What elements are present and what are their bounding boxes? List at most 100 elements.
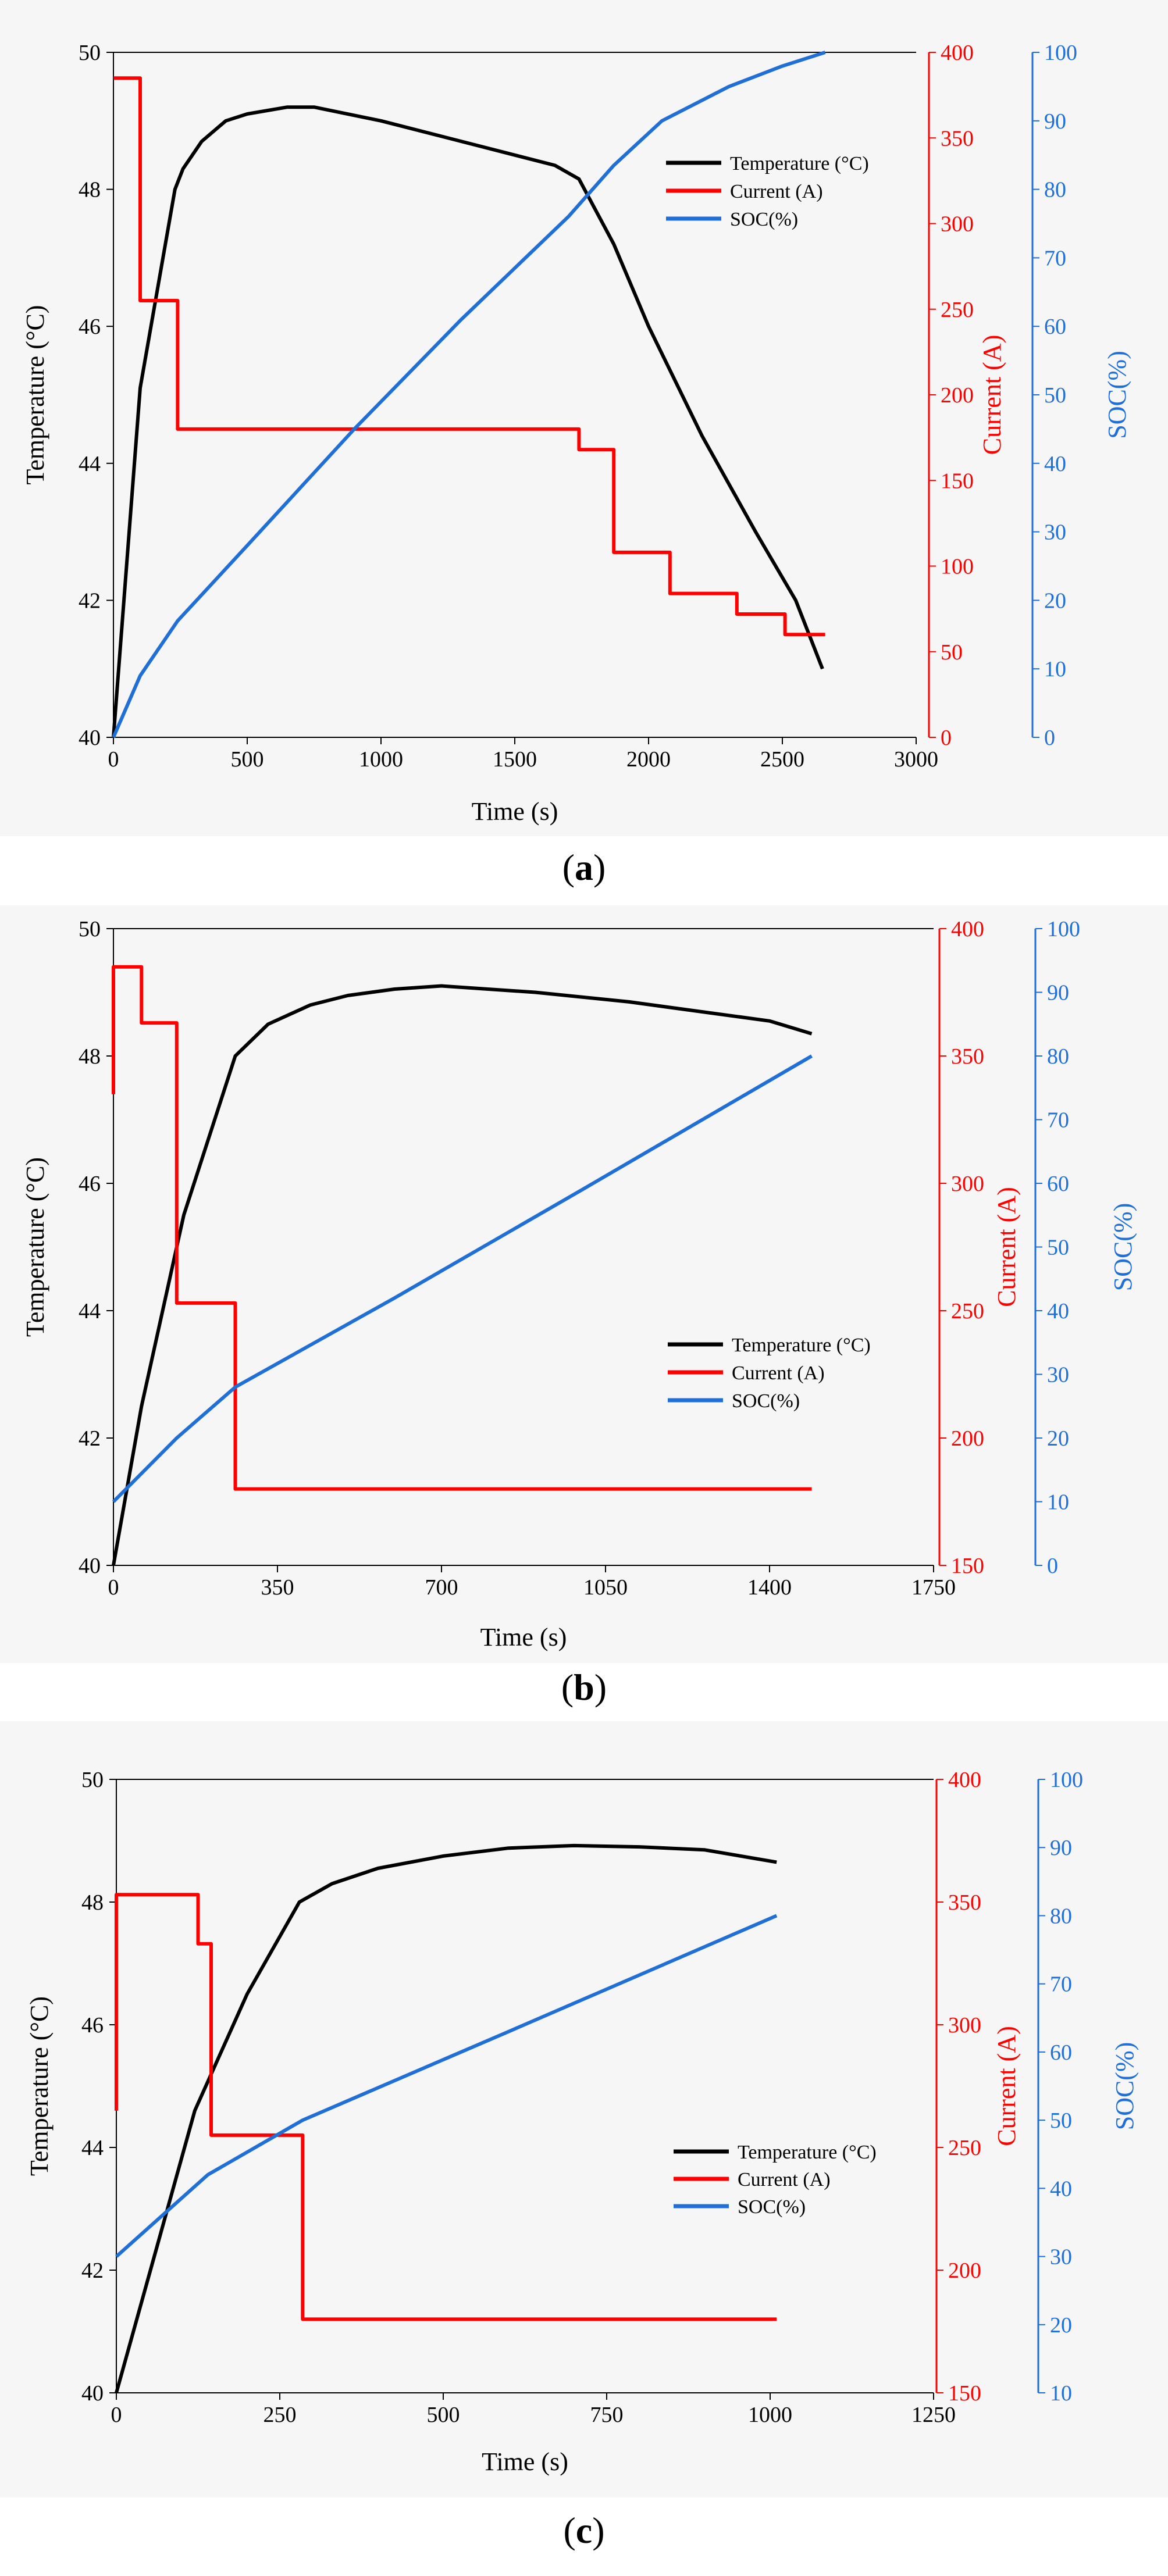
current-tick-label: 400 xyxy=(941,41,974,65)
x-tick-label: 500 xyxy=(231,747,264,772)
current-axis-label: Current (A) xyxy=(978,335,1006,455)
x-tick-label: 750 xyxy=(590,2403,624,2427)
soc-line xyxy=(112,51,826,738)
current-tick-label: 300 xyxy=(951,1172,984,1196)
x-tick-label: 0 xyxy=(108,747,119,772)
current-tick-label: 250 xyxy=(941,298,974,322)
caption-c-close: ) xyxy=(592,2510,605,2551)
soc-tick-label: 20 xyxy=(1050,2313,1072,2338)
legend-label: SOC(%) xyxy=(732,1390,800,1412)
soc-tick-label: 30 xyxy=(1050,2245,1072,2270)
soc-tick-label: 90 xyxy=(1047,981,1069,1005)
temperature-tick-label: 40 xyxy=(79,1554,101,1578)
legend-label: SOC(%) xyxy=(738,2196,806,2218)
x-axis-label: Time (s) xyxy=(480,1623,567,1651)
x-tick-label: 1250 xyxy=(911,2403,956,2427)
temperature-tick-label: 44 xyxy=(79,452,101,476)
caption-c-open: ( xyxy=(563,2510,576,2551)
legend-label: Temperature (°C) xyxy=(730,153,869,174)
soc-tick-label: 80 xyxy=(1044,178,1066,202)
current-tick-label: 150 xyxy=(948,2381,981,2406)
soc-tick-label: 10 xyxy=(1050,2381,1072,2406)
current-tick-label: 400 xyxy=(948,1768,981,1792)
x-tick-label: 1500 xyxy=(493,747,537,772)
soc-tick-label: 50 xyxy=(1050,2108,1072,2133)
temperature-tick-label: 42 xyxy=(79,1426,101,1451)
temperature-tick-label: 50 xyxy=(79,41,101,65)
current-tick-label: 350 xyxy=(951,1044,984,1069)
current-tick-label: 100 xyxy=(941,555,974,579)
chart-panel-b: 0 350 700 1050 1400 1750 Time (s) 40 42 44 46 48 50 T… xyxy=(0,905,1168,1663)
x-tick-label: 250 xyxy=(263,2403,297,2427)
caption-c-letter: c xyxy=(575,2510,593,2551)
temperature-tick-label: 48 xyxy=(79,178,101,202)
soc-tick-label: 90 xyxy=(1050,1836,1072,1860)
caption-a-letter: a xyxy=(575,847,593,888)
temperature-tick-label: 42 xyxy=(79,588,101,613)
current-tick-label: 400 xyxy=(951,917,984,941)
x-tick-label: 1750 xyxy=(911,1575,956,1600)
x-tick-label: 1000 xyxy=(359,747,403,772)
soc-tick-label: 60 xyxy=(1047,1172,1069,1196)
x-tick-label: 350 xyxy=(261,1575,294,1600)
soc-tick-label: 70 xyxy=(1050,1972,1072,1997)
legend-label: Temperature (°C) xyxy=(738,2142,877,2163)
legend-label: SOC(%) xyxy=(730,209,798,230)
soc-axis-label: SOC(%) xyxy=(1110,2042,1139,2131)
temperature-tick-label: 48 xyxy=(81,1890,104,1915)
soc-tick-label: 40 xyxy=(1047,1299,1069,1323)
soc-tick-label: 40 xyxy=(1050,2177,1072,2201)
temperature-tick-label: 46 xyxy=(79,1172,101,1196)
soc-line xyxy=(115,1914,778,2258)
soc-tick-label: 100 xyxy=(1050,1768,1083,1792)
current-line xyxy=(112,965,812,1491)
current-tick-label: 150 xyxy=(951,1554,984,1578)
current-tick-label: 150 xyxy=(941,469,974,493)
soc-tick-label: 40 xyxy=(1044,452,1066,476)
soc-tick-label: 10 xyxy=(1047,1490,1069,1515)
temperature-tick-label: 46 xyxy=(81,2013,104,2038)
legend-label: Temperature (°C) xyxy=(732,1335,871,1356)
caption-c: (c) xyxy=(0,2509,1168,2552)
soc-tick-label: 30 xyxy=(1047,1363,1069,1387)
current-tick-label: 300 xyxy=(941,212,974,237)
legend-label: Current (A) xyxy=(738,2169,831,2190)
current-tick-label: 200 xyxy=(941,383,974,408)
current-tick-label: 200 xyxy=(948,2259,981,2283)
soc-tick-label: 20 xyxy=(1044,588,1066,613)
current-tick-label: 250 xyxy=(948,2136,981,2160)
x-axis-label: Time (s) xyxy=(482,2447,568,2476)
x-tick-label: 1050 xyxy=(583,1575,628,1600)
chart-panel-a: 0 500 1000 1500 2000 2500 3000 Time (s) 40 42 44 46… xyxy=(0,0,1168,836)
chart-c: 0 250 500 750 1000 1250 Time (s) 40 42 44 46 48 50 Te… xyxy=(25,1768,1139,2476)
x-tick-label: 500 xyxy=(427,2403,460,2427)
x-tick-label: 2000 xyxy=(626,747,671,772)
x-tick-label: 0 xyxy=(108,1575,119,1600)
soc-axis-label: SOC(%) xyxy=(1103,351,1131,439)
soc-tick-label: 60 xyxy=(1044,315,1066,339)
caption-b-letter: b xyxy=(574,1667,594,1708)
legend-label: Current (A) xyxy=(732,1362,825,1384)
caption-a: (a) xyxy=(0,846,1168,889)
current-axis-label: Current (A) xyxy=(992,2026,1021,2146)
x-tick-label: 1400 xyxy=(747,1575,792,1600)
caption-b-open: ( xyxy=(561,1667,574,1708)
temperature-line xyxy=(112,105,824,738)
soc-tick-label: 20 xyxy=(1047,1426,1069,1451)
temperature-axis-label: Temperature (°C) xyxy=(21,1157,49,1337)
current-tick-label: 50 xyxy=(941,640,963,665)
temperature-tick-label: 44 xyxy=(79,1299,101,1323)
temperature-line xyxy=(112,984,813,1566)
current-tick-label: 300 xyxy=(948,2013,981,2038)
caption-b-close: ) xyxy=(594,1667,607,1708)
x-tick-label: 2500 xyxy=(760,747,804,772)
temperature-tick-label: 50 xyxy=(79,917,101,941)
soc-tick-label: 60 xyxy=(1050,2040,1072,2065)
temperature-tick-label: 46 xyxy=(79,315,101,339)
soc-tick-label: 0 xyxy=(1044,726,1055,750)
current-tick-label: 200 xyxy=(951,1426,984,1451)
soc-tick-label: 50 xyxy=(1044,383,1066,408)
x-tick-label: 3000 xyxy=(894,747,938,772)
